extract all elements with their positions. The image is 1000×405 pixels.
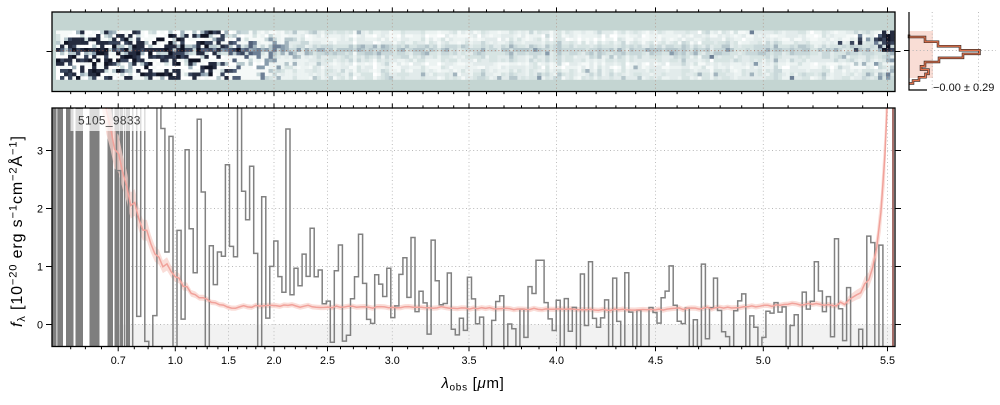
svg-text:4.5: 4.5	[648, 355, 663, 367]
svg-text:5105_9833: 5105_9833	[78, 114, 141, 128]
svg-text:4.0: 4.0	[549, 355, 564, 367]
svg-text:3.0: 3.0	[385, 355, 400, 367]
svg-text:λobs [μm]: λobs [μm]	[440, 375, 504, 394]
svg-text:3.5: 3.5	[461, 355, 476, 367]
svg-text:3: 3	[37, 145, 43, 157]
svg-text:1: 1	[37, 261, 43, 273]
svg-text:5.0: 5.0	[756, 355, 771, 367]
svg-text:2.5: 2.5	[320, 355, 335, 367]
svg-text:0: 0	[37, 319, 43, 331]
svg-text:5.5: 5.5	[880, 355, 895, 367]
svg-text:2.0: 2.0	[266, 355, 281, 367]
svg-text:2: 2	[37, 203, 43, 215]
svg-text:−0.00 ± 0.29: −0.00 ± 0.29	[933, 82, 994, 94]
svg-text:1.0: 1.0	[168, 355, 183, 367]
svg-text:0.7: 0.7	[111, 355, 126, 367]
svg-text:1.5: 1.5	[221, 355, 236, 367]
svg-text:fλ [10−20 erg s−1cm−2Å−1]: fλ [10−20 erg s−1cm−2Å−1]	[7, 135, 28, 327]
